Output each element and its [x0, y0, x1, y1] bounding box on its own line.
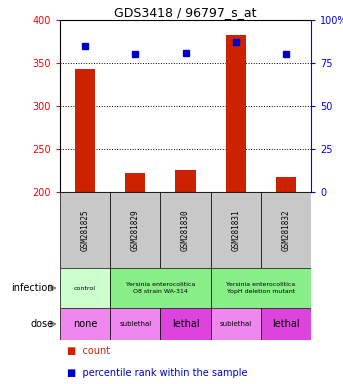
- Text: sublethal: sublethal: [220, 321, 252, 327]
- Text: GSM281830: GSM281830: [181, 209, 190, 251]
- Bar: [125, 173, 145, 192]
- Text: ■  percentile rank within the sample: ■ percentile rank within the sample: [67, 368, 247, 378]
- Text: GSM281829: GSM281829: [131, 209, 140, 251]
- Bar: [211, 308, 261, 340]
- Title: GDS3418 / 96797_s_at: GDS3418 / 96797_s_at: [114, 6, 257, 19]
- Text: sublethal: sublethal: [119, 321, 151, 327]
- Text: none: none: [73, 319, 97, 329]
- Bar: [75, 69, 95, 192]
- Bar: [60, 268, 110, 308]
- Bar: [211, 268, 311, 308]
- Bar: [161, 192, 211, 268]
- Text: infection: infection: [11, 283, 53, 293]
- Text: Yersinia enterocolitica
O8 strain WA-314: Yersinia enterocolitica O8 strain WA-314: [126, 282, 195, 294]
- Bar: [60, 308, 110, 340]
- Bar: [176, 170, 196, 192]
- Text: Yersinia enterocolitica
YopH deletion mutant: Yersinia enterocolitica YopH deletion mu…: [226, 282, 295, 294]
- Text: lethal: lethal: [172, 319, 199, 329]
- Bar: [276, 177, 296, 192]
- Text: GSM281832: GSM281832: [281, 209, 291, 251]
- Bar: [110, 268, 211, 308]
- Bar: [161, 308, 211, 340]
- Bar: [261, 308, 311, 340]
- Text: GSM281831: GSM281831: [231, 209, 240, 251]
- Bar: [211, 192, 261, 268]
- Text: GSM281825: GSM281825: [81, 209, 90, 251]
- Bar: [110, 192, 161, 268]
- Bar: [110, 308, 161, 340]
- Bar: [60, 192, 110, 268]
- Text: lethal: lethal: [272, 319, 300, 329]
- Text: dose: dose: [30, 319, 53, 329]
- Text: ■  count: ■ count: [67, 346, 110, 356]
- Text: control: control: [74, 285, 96, 291]
- Bar: [261, 192, 311, 268]
- Bar: [226, 35, 246, 192]
